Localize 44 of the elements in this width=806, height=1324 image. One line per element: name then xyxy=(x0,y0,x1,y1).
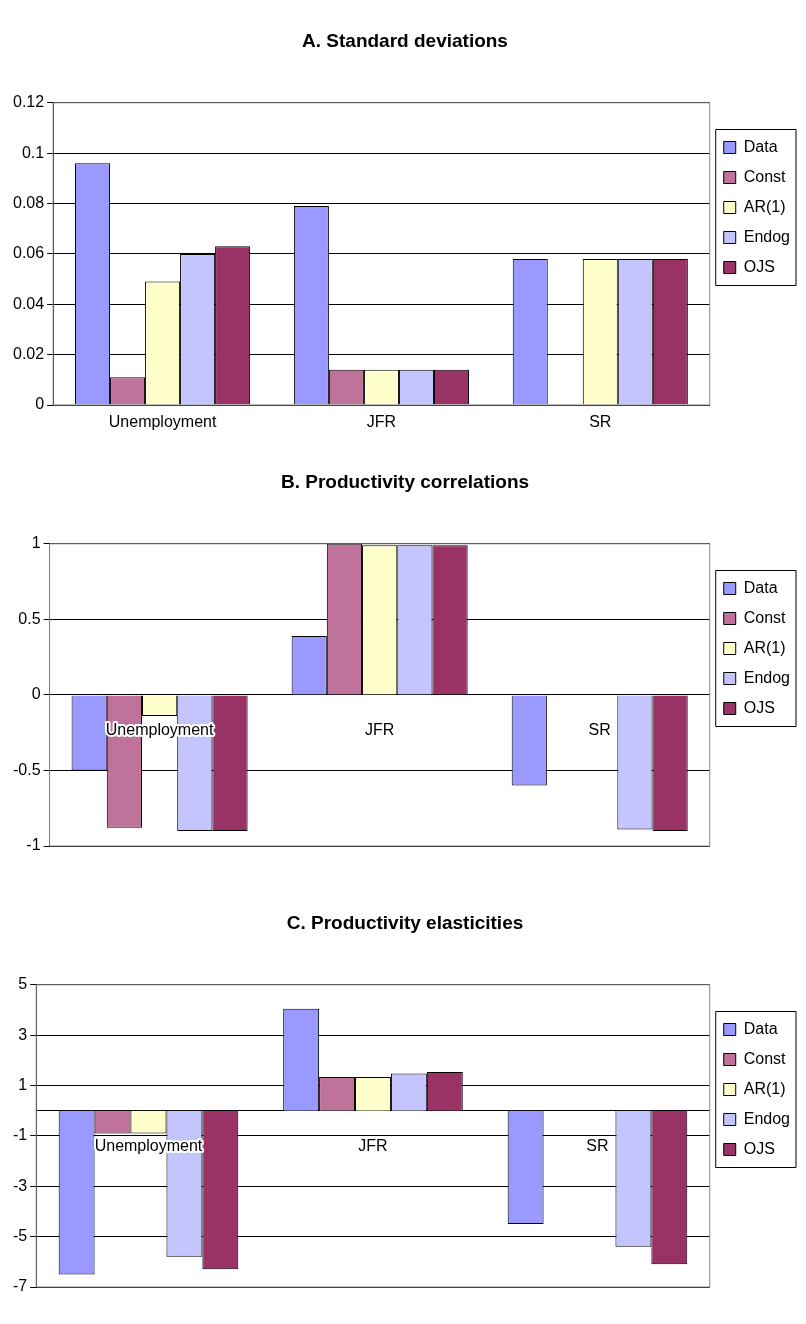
chart-title: B. Productivity correlations xyxy=(280,470,530,492)
y-tick-label: 0.5 xyxy=(18,609,41,627)
legend-label: Const xyxy=(743,1049,787,1067)
y-tick-label: -3 xyxy=(12,1176,28,1194)
legend-label: Data xyxy=(743,578,778,596)
legend-label: Endog xyxy=(743,668,790,686)
y-tick-label: 0.12 xyxy=(13,93,45,111)
y-tick-label: 0.06 xyxy=(13,244,45,262)
y-tick-label: -0.5 xyxy=(12,760,41,778)
legend-label: OJS xyxy=(743,257,775,275)
x-tick-label: JFR xyxy=(358,1137,388,1155)
legend-label: AR(1) xyxy=(743,1079,786,1097)
y-tick-label: -1 xyxy=(12,1126,28,1144)
x-tick-label: Unemployment xyxy=(108,413,217,431)
legend-label: Data xyxy=(743,1019,778,1037)
y-tick-label: 1 xyxy=(31,534,41,552)
y-tick-label: 3 xyxy=(18,1025,28,1043)
chart-title: A. Standard deviations xyxy=(302,29,508,51)
legend-label: Endog xyxy=(743,1109,790,1127)
x-tick-label: JFR xyxy=(364,721,395,739)
y-tick-label: 1 xyxy=(18,1075,28,1093)
legend-label: Const xyxy=(743,167,787,185)
legend-label: AR(1) xyxy=(743,638,786,656)
legend-label: OJS xyxy=(743,698,775,716)
chart-title: C. Productivity elasticities xyxy=(286,911,524,933)
x-tick-label: SR xyxy=(586,1137,609,1155)
y-tick-label: -7 xyxy=(12,1277,28,1295)
y-tick-label: -1 xyxy=(26,836,41,854)
y-tick-label: 0.1 xyxy=(21,143,45,161)
x-tick-label: SR xyxy=(588,721,611,739)
x-tick-label: JFR xyxy=(366,413,397,431)
y-tick-label: 0.02 xyxy=(13,345,45,363)
y-tick-label: 0 xyxy=(35,395,45,413)
legend-label: Data xyxy=(743,137,778,155)
legend-label: Const xyxy=(743,608,787,626)
y-tick-label: -5 xyxy=(12,1227,28,1245)
legend-label: OJS xyxy=(743,1139,775,1157)
y-tick-label: 0 xyxy=(31,685,41,703)
y-tick-label: 0.08 xyxy=(13,193,45,211)
y-tick-label: 5 xyxy=(18,975,28,993)
legend-label: Endog xyxy=(743,227,790,245)
x-tick-label: SR xyxy=(589,413,612,431)
y-tick-label: 0.04 xyxy=(13,294,45,312)
legend-label: AR(1) xyxy=(743,197,786,215)
